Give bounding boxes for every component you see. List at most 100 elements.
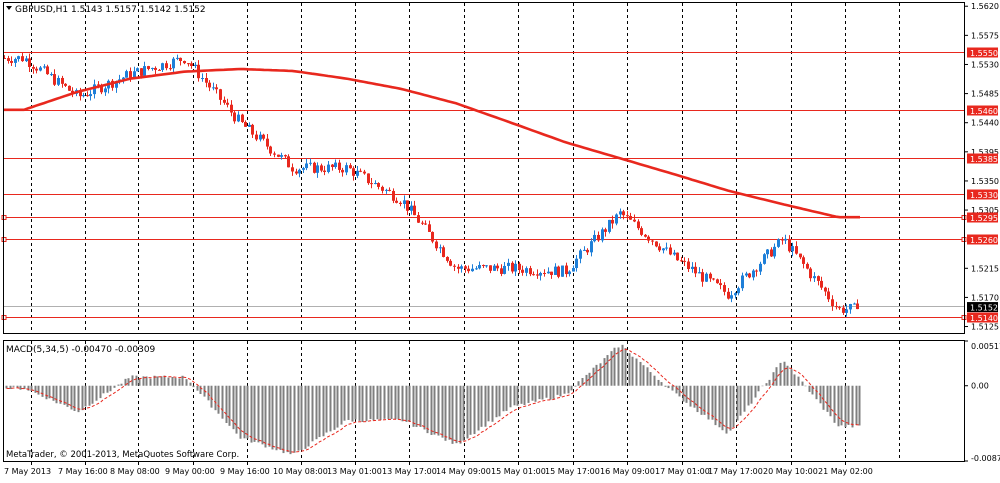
candle-body-169 [611,219,614,224]
candle-body-83 [302,168,305,170]
candle-body-31 [115,81,118,88]
candle-body-202 [730,295,733,299]
indicator-header: MACD(5,34,5) -0.00470 -0.00309 [6,345,156,355]
candle-body-113 [410,205,413,211]
candle-body-53 [194,64,197,66]
candle-body-224 [809,268,812,279]
time-label-11: 16 May 09:00 [600,467,655,476]
candle-body-63 [230,104,233,113]
candle-body-146 [529,268,532,275]
candle-body-187 [676,252,679,261]
candle-body-10 [39,67,42,71]
candle-body-206 [745,273,748,276]
chart-frames [3,2,965,462]
candle-body-42 [154,67,157,70]
candle-body-191 [691,266,694,270]
candle-body-25 [93,84,96,95]
candle-body-78 [284,155,287,157]
candle-body-177 [640,228,643,235]
candle-body-129 [467,268,470,272]
time-label-13: 17 May 17:00 [708,467,763,476]
candle-body-152 [550,271,553,275]
candle-body-67 [244,122,247,127]
candle-body-51 [187,63,190,65]
candle-body-116 [421,222,424,224]
candle-body-148 [536,274,539,276]
time-label-14: 20 May 10:00 [763,467,818,476]
candle-body-154 [557,266,560,277]
macd-tick-label-0: 0.00517 [971,342,1000,351]
candle-body-36 [133,71,136,79]
candle-body-147 [532,274,535,276]
candle-body-73 [266,138,269,147]
candle-body-4 [17,56,20,60]
candle-body-192 [694,266,697,274]
candle-body-225 [813,276,816,279]
candle-body-70 [255,134,258,140]
candle-body-0 [3,58,6,59]
candle-body-165 [597,234,600,241]
candle-body-217 [784,238,787,241]
candle-body-1 [7,58,10,61]
candle-body-222 [802,257,805,264]
time-label-10: 15 May 17:00 [545,467,600,476]
candle-body-86 [313,162,316,173]
candle-body-123 [446,256,449,261]
candle-body-126 [457,266,460,269]
candle-body-33 [122,77,125,80]
candle-body-176 [637,221,640,229]
candle-body-2 [10,60,13,63]
candle-body-219 [791,246,794,252]
candle-body-107 [388,189,391,191]
candle-body-185 [669,247,672,255]
candle-body-210 [759,263,762,272]
candle-body-208 [752,270,755,278]
level-label-6: 1.5140 [970,314,998,323]
dropdown-arrow-icon[interactable] [6,6,12,10]
candle-body-179 [647,236,650,241]
candle-body-174 [629,215,632,220]
time-label-0: 7 May 2013 [4,467,51,476]
candle-body-85 [309,162,312,164]
candle-body-234 [845,309,848,313]
candle-body-201 [727,291,730,299]
candle-body-186 [673,252,676,255]
candle-body-199 [719,283,722,286]
candle-body-221 [799,253,802,258]
candle-body-119 [431,231,434,242]
macd-axis: 0.00517 0.00 -0.00870 [964,340,1000,463]
candle-body-98 [356,170,359,176]
candle-body-52 [190,63,193,66]
candle-body-46 [169,68,172,70]
candle-body-35 [129,71,132,79]
level-label-bg-4 [967,212,998,223]
candle-body-112 [406,200,409,211]
candle-body-48 [176,57,179,59]
candle-body-114 [413,205,416,216]
candle-body-47 [172,58,175,69]
level-label-0: 1.5550 [970,49,998,58]
candle-body-105 [381,186,384,191]
candle-body-96 [349,165,352,169]
candle-body-84 [305,163,308,169]
candle-body-14 [53,74,56,85]
candle-body-69 [251,124,254,135]
candle-body-190 [687,261,690,270]
candle-body-205 [741,275,744,289]
candle-body-5 [21,56,24,62]
candle-body-120 [435,241,438,249]
candle-body-161 [583,249,586,251]
horizontal-levels[interactable] [1,52,967,320]
candle-body-182 [658,246,661,251]
candle-body-41 [151,67,154,69]
candle-body-7 [28,58,31,67]
candle-body-236 [853,303,856,305]
level-label-bg-3 [967,189,998,200]
level-label-bg-5 [967,234,998,245]
candle-body-172 [622,211,625,216]
candle-body-49 [179,57,182,61]
price-tick-label-4: 1.5440 [971,119,999,128]
candle-body-37 [136,68,139,72]
